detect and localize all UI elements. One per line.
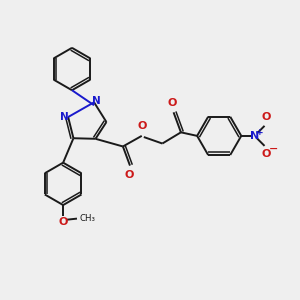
Text: −: − xyxy=(268,143,278,154)
Text: O: O xyxy=(125,170,134,180)
Text: CH₃: CH₃ xyxy=(80,214,96,223)
Text: O: O xyxy=(58,218,68,227)
Text: O: O xyxy=(167,98,176,108)
Text: O: O xyxy=(261,112,270,122)
Text: +: + xyxy=(256,128,264,137)
Text: N: N xyxy=(60,112,69,122)
Text: O: O xyxy=(137,121,147,131)
Text: O: O xyxy=(261,149,270,159)
Text: N: N xyxy=(92,96,101,106)
Text: N: N xyxy=(250,131,260,141)
